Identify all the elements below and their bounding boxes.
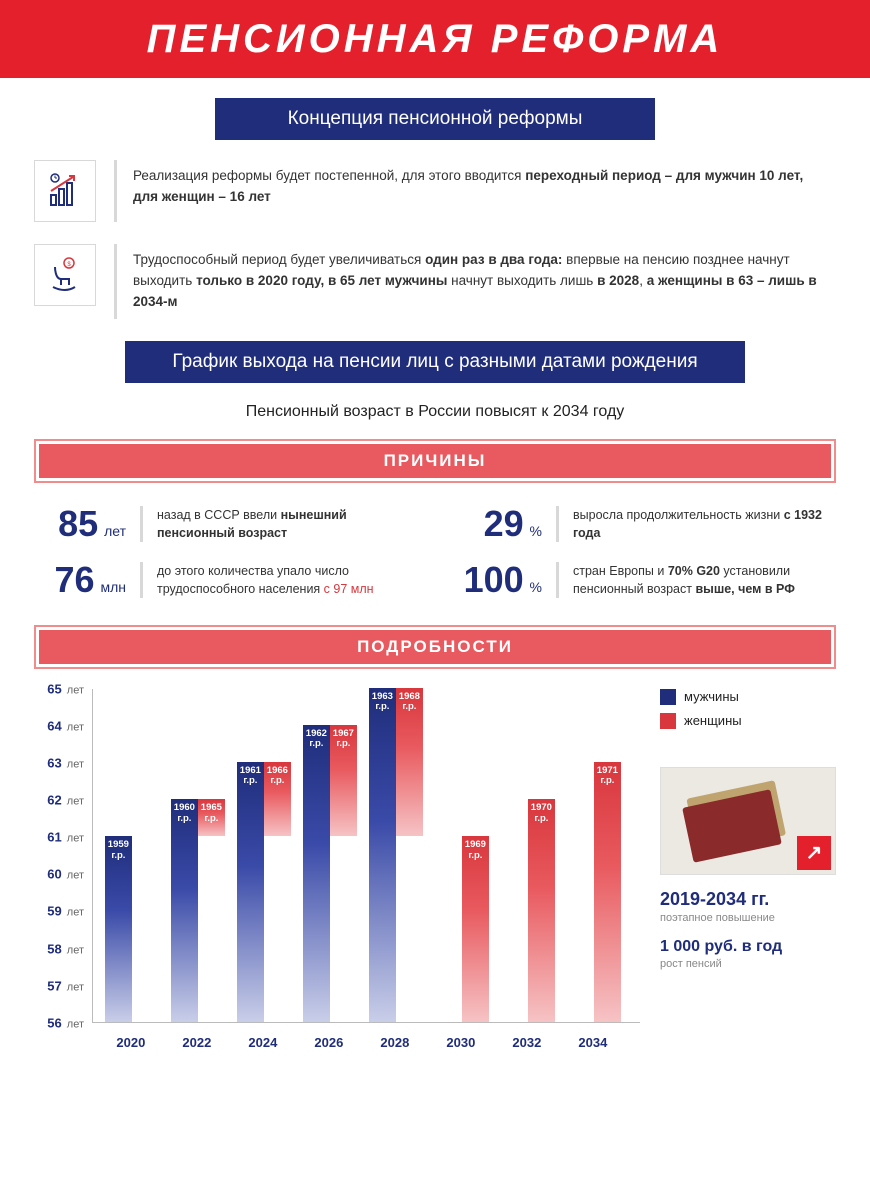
y-tick: 65 лет [47, 681, 84, 696]
concept-text: Реализация реформы будет постепенной, дл… [114, 160, 836, 222]
legend: мужчины женщины [660, 689, 836, 729]
bar-label: 1964г.р. [132, 840, 159, 861]
details-header-box: ПОДРОБНОСТИ [34, 625, 836, 669]
bar-label: 1970г.р. [528, 803, 555, 824]
side-amount: 1 000 руб. в год [660, 938, 836, 956]
bar-group: 1969г.р. [435, 836, 489, 1022]
concept-row: $ Трудоспособный период будет увеличивать… [34, 244, 836, 319]
bar-men: 1962г.р. [303, 725, 330, 1022]
legend-swatch [660, 689, 676, 705]
side-amount-note: рост пенсий [660, 958, 836, 970]
y-tick: 63 лет [47, 756, 84, 771]
y-tick: 64 лет [47, 718, 84, 733]
bar-women: 1966г.р. [264, 762, 291, 836]
stat-number: 100 % [450, 559, 542, 601]
x-tick: 2022 [182, 1035, 211, 1050]
bar-label: 1965г.р. [198, 803, 225, 824]
bar-label: 1960г.р. [171, 803, 198, 824]
y-tick: 62 лет [47, 793, 84, 808]
reasons-header: ПРИЧИНЫ [39, 444, 831, 478]
stats-grid: 85 лет назад в СССР ввели нынешний пенсио… [34, 503, 836, 601]
banner-title: ПЕНСИОННАЯ РЕФОРМА [147, 17, 724, 62]
x-tick: 2028 [380, 1035, 409, 1050]
bar-women: 1970г.р. [528, 799, 555, 1022]
y-tick: 61 лет [47, 830, 84, 845]
bar-group: 1970г.р. [501, 799, 555, 1022]
bar-label: 1962г.р. [303, 729, 330, 750]
stat-desc: до этого количества упало число трудоспо… [140, 562, 420, 598]
bar-women: 1969г.р. [462, 836, 489, 1022]
bar-group: 1960г.р.1965г.р. [171, 799, 225, 1022]
bar-label: 1961г.р. [237, 766, 264, 787]
bar-men: 1961г.р. [237, 762, 264, 1022]
bar-label: 1971г.р. [594, 766, 621, 787]
x-tick: 2020 [116, 1035, 145, 1050]
legend-label: женщины [684, 713, 742, 728]
bar-label: 1968г.р. [396, 692, 423, 713]
details-header: ПОДРОБНОСТИ [39, 630, 831, 664]
stat-item: 85 лет назад в СССР ввели нынешний пенсио… [34, 503, 420, 545]
concept-row: Реализация реформы будет постепенной, дл… [34, 160, 836, 222]
bar-group: 1963г.р.1968г.р. [369, 688, 423, 1022]
bar-group: 1959г.р.1964г.р. [105, 836, 159, 1022]
x-axis: 2020 2022 2024 2026 2028 2030 2032 2034 [92, 1029, 640, 1059]
legend-swatch [660, 713, 676, 729]
bar-label: 1966г.р. [264, 766, 291, 787]
y-axis: 56 лет57 лет58 лет59 лет60 лет61 лет62 л… [34, 689, 92, 1023]
bar-women: 1968г.р. [396, 688, 423, 836]
bar-women: 1971г.р. [594, 762, 621, 1022]
bar-men: 1960г.р. [171, 799, 198, 1022]
y-tick: 60 лет [47, 867, 84, 882]
bar-men: 1959г.р. [105, 836, 132, 1022]
concept-text: Трудоспособный период будет увеличиватьс… [114, 244, 836, 319]
bar-label: 1963г.р. [369, 692, 396, 713]
stat-desc: стран Европы и 70% G20 установили пенсио… [556, 562, 836, 598]
stat-number: 29 % [450, 503, 542, 545]
bar-label: 1967г.р. [330, 729, 357, 750]
bar-label: 1969г.р. [462, 840, 489, 861]
stat-desc: назад в СССР ввели нынешний пенсионный в… [140, 506, 420, 542]
stat-number: 85 лет [34, 503, 126, 545]
bar-women: 1967г.р. [330, 725, 357, 836]
y-tick: 57 лет [47, 978, 84, 993]
banner: ПЕНСИОННАЯ РЕФОРМА [0, 0, 870, 78]
stat-number: 76 млн [34, 559, 126, 601]
x-tick: 2034 [578, 1035, 607, 1050]
y-tick: 58 лет [47, 941, 84, 956]
x-tick: 2026 [314, 1035, 343, 1050]
legend-item: женщины [660, 713, 836, 729]
x-tick: 2032 [512, 1035, 541, 1050]
side-image: ↗ [660, 767, 836, 875]
stat-item: 29 % выросла продолжительность жизни с 19… [450, 503, 836, 545]
bar-group: 1961г.р.1966г.р. [237, 762, 291, 1022]
subtitle: Пенсионный возраст в России повысят к 20… [34, 403, 836, 421]
plot-area: 1959г.р.1964г.р.1960г.р.1965г.р.1961г.р.… [92, 689, 640, 1023]
x-tick: 2024 [248, 1035, 277, 1050]
side-years-note: поэтапное повышение [660, 912, 836, 924]
y-tick: 56 лет [47, 1015, 84, 1030]
chart: 56 лет 57 лет 58 лет 59 лет 60 лет 61 лет 62 л… [34, 689, 640, 1059]
chair-icon: $ [34, 244, 96, 306]
side-years: 2019-2034 гг. [660, 889, 836, 910]
bar-group: 1971г.р. [567, 762, 621, 1022]
content: Концепция пенсионной реформы Реализация … [0, 98, 870, 1093]
legend-label: мужчины [684, 689, 739, 704]
subbanner-schedule: График выхода на пенсии лиц с разными да… [125, 341, 745, 383]
stat-item: 100 % стран Европы и 70% G20 установили п… [450, 559, 836, 601]
subbanner-concept: Концепция пенсионной реформы [215, 98, 655, 140]
bar-women: 1965г.р. [198, 799, 225, 836]
x-tick: 2030 [446, 1035, 475, 1050]
bar-group: 1962г.р.1967г.р. [303, 725, 357, 1022]
stat-desc: выросла продолжительность жизни с 1932 г… [556, 506, 836, 542]
arrow-icon: ↗ [797, 836, 831, 870]
chart-wrap: 56 лет 57 лет 58 лет 59 лет 60 лет 61 лет 62 л… [34, 689, 836, 1059]
bar-men: 1963г.р. [369, 688, 396, 1022]
reasons-header-box: ПРИЧИНЫ [34, 439, 836, 483]
stat-item: 76 млн до этого количества упало число тр… [34, 559, 420, 601]
side-panel: мужчины женщины ↗ 2019-2034 гг. поэтапное… [660, 689, 836, 1059]
legend-item: мужчины [660, 689, 836, 705]
bar-label: 1959г.р. [105, 840, 132, 861]
growth-icon [34, 160, 96, 222]
y-tick: 59 лет [47, 904, 84, 919]
